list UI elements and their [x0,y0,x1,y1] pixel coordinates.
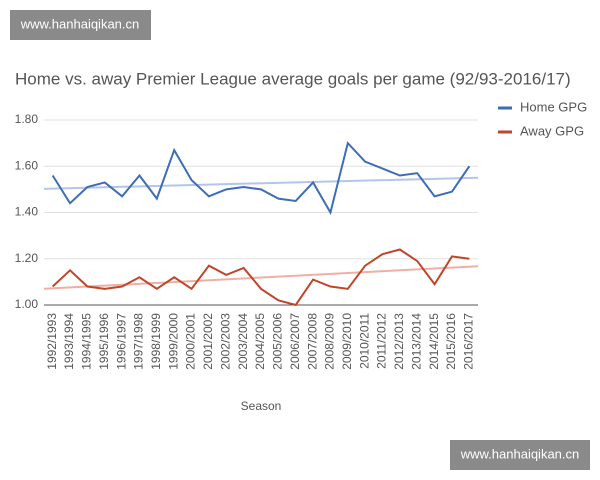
x-tick-label: 1993/1994 [62,313,76,370]
x-tick-label: 1997/1998 [132,313,146,370]
x-tick-label: 2014/2015 [427,313,441,370]
x-tick-label: 1996/1997 [114,313,128,370]
x-tick-label: 1995/1996 [97,313,111,370]
series-line [51,248,470,307]
x-axis-label: Season [241,399,282,413]
y-tick-label: 1.80 [15,112,39,126]
x-tick-label: 2003/2004 [236,313,250,370]
x-tick-label: 2016/2017 [461,313,475,370]
y-tick-label: 1.60 [15,158,39,172]
watermark-box [450,440,590,470]
x-tick-label: 2012/2013 [392,313,406,370]
x-tick-label: 2009/2010 [340,313,354,370]
x-tick-label: 1994/1995 [80,313,94,370]
series-line [51,141,471,216]
y-tick-label: 1.00 [15,297,39,311]
y-tick-label: 1.20 [15,251,39,265]
x-tick-label: 2000/2001 [184,313,198,370]
y-tick-label: 1.40 [15,205,39,219]
watermark: www.hanhaiqikan.cn [20,16,140,31]
legend-label: Away GPG [520,123,584,138]
x-tick-label: 1992/1993 [45,313,59,370]
trend-line [43,265,479,290]
x-tick-label: 2011/2012 [375,313,389,369]
x-tick-label: 2013/2014 [409,313,423,370]
x-tick-label: 2015/2016 [444,313,458,370]
x-tick-label: 2006/2007 [288,313,302,370]
watermark-box [10,10,151,40]
x-tick-label: 2002/2003 [218,313,232,370]
watermark: www.hanhaiqikan.cn [460,446,580,461]
legend-label: Home GPG [520,99,587,114]
x-tick-label: 2001/2002 [201,313,215,370]
x-tick-label: 1998/1999 [149,313,163,370]
trend-line [43,176,479,190]
x-tick-label: 2010/2011 [357,313,371,369]
x-tick-label: 1999/2000 [166,313,180,370]
x-tick-label: 2005/2006 [271,313,285,370]
x-tick-label: 2007/2008 [305,313,319,370]
chart-title: Home vs. away Premier League average goa… [15,69,571,88]
x-tick-label: 2004/2005 [253,313,267,370]
x-tick-label: 2008/2009 [323,313,337,370]
